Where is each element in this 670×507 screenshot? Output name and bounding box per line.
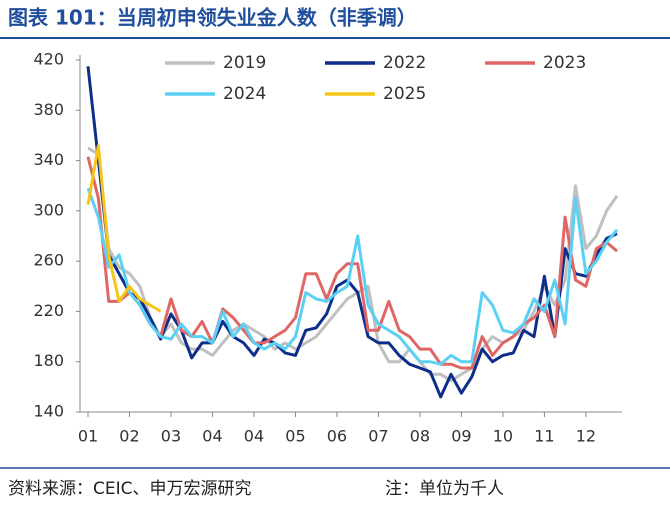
- y-tick-label: 300: [33, 200, 64, 219]
- series-line: [86, 66, 618, 399]
- x-tick-label: 05: [285, 427, 305, 446]
- x-tick-label: 01: [78, 427, 98, 446]
- legend-label: 2024: [223, 84, 266, 104]
- y-tick-label: 220: [33, 301, 64, 320]
- legend-label: 2022: [383, 53, 426, 73]
- legend-label: 2023: [543, 53, 586, 73]
- x-tick-label: 06: [327, 427, 347, 446]
- x-tick-label: 09: [451, 427, 471, 446]
- y-tick-label: 140: [33, 402, 64, 421]
- y-tick-label: 260: [33, 251, 64, 270]
- x-tick-label: 02: [119, 427, 139, 446]
- series-line: [86, 144, 162, 313]
- x-tick-label: 03: [161, 427, 181, 446]
- series-line: [86, 187, 619, 366]
- x-tick-label: 12: [576, 427, 596, 446]
- note: 注：单位为千人: [385, 479, 504, 499]
- y-tick-label: 380: [33, 100, 64, 119]
- y-tick-label: 340: [33, 150, 64, 169]
- x-tick-label: 08: [410, 427, 430, 446]
- x-tick-label: 04: [202, 427, 222, 446]
- y-tick-label: 180: [33, 351, 64, 370]
- x-tick-label: 10: [493, 427, 513, 446]
- legend-label: 2019: [223, 53, 266, 73]
- y-tick-label: 420: [33, 50, 64, 69]
- legend-label: 2025: [383, 84, 426, 104]
- x-tick-label: 11: [534, 427, 554, 446]
- x-tick-label: 07: [368, 427, 388, 446]
- source: 资料来源：CEIC、申万宏源研究: [8, 479, 252, 499]
- x-tick-label: 04: [244, 427, 264, 446]
- chart-title: 图表 101：当周初申领失业金人数（非季调）: [8, 6, 417, 30]
